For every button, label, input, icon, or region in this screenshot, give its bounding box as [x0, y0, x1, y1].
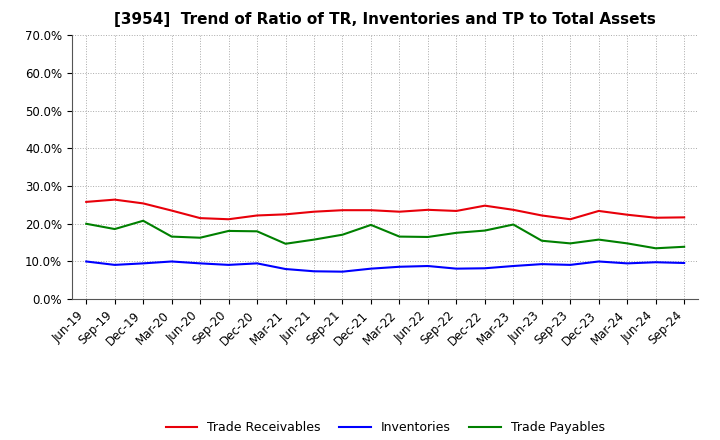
Legend: Trade Receivables, Inventories, Trade Payables: Trade Receivables, Inventories, Trade Pa… [161, 416, 610, 439]
Trade Payables [282, 241, 290, 246]
Trade Payables [566, 241, 575, 246]
Trade Payables [338, 232, 347, 237]
Trade Payables [82, 221, 91, 227]
Trade Receivables [537, 213, 546, 218]
Inventories [680, 260, 688, 266]
Trade Receivables [196, 216, 204, 221]
Line: Trade Payables: Trade Payables [86, 221, 684, 248]
Inventories [167, 259, 176, 264]
Trade Payables [595, 237, 603, 242]
Trade Receivables [595, 208, 603, 213]
Trade Receivables [623, 212, 631, 217]
Trade Receivables [82, 199, 91, 205]
Trade Payables [423, 235, 432, 240]
Inventories [595, 259, 603, 264]
Inventories [253, 261, 261, 266]
Inventories [509, 264, 518, 269]
Trade Receivables [452, 208, 461, 213]
Trade Payables [480, 228, 489, 233]
Trade Payables [310, 237, 318, 242]
Line: Trade Receivables: Trade Receivables [86, 200, 684, 219]
Trade Receivables [566, 216, 575, 222]
Trade Payables [253, 229, 261, 234]
Inventories [652, 260, 660, 265]
Trade Payables [680, 244, 688, 249]
Line: Inventories: Inventories [86, 261, 684, 271]
Trade Payables [452, 230, 461, 235]
Inventories [452, 266, 461, 271]
Trade Payables [366, 222, 375, 227]
Inventories [623, 261, 631, 266]
Trade Receivables [509, 207, 518, 213]
Trade Payables [196, 235, 204, 240]
Trade Receivables [139, 201, 148, 206]
Inventories [366, 266, 375, 271]
Inventories [82, 259, 91, 264]
Trade Receivables [225, 216, 233, 222]
Trade Payables [167, 234, 176, 239]
Inventories [310, 269, 318, 274]
Trade Receivables [395, 209, 404, 214]
Trade Payables [395, 234, 404, 239]
Inventories [196, 261, 204, 266]
Trade Receivables [366, 208, 375, 213]
Trade Payables [139, 218, 148, 224]
Inventories [423, 264, 432, 269]
Inventories [395, 264, 404, 269]
Trade Receivables [167, 208, 176, 213]
Trade Payables [537, 238, 546, 243]
Trade Receivables [652, 215, 660, 220]
Trade Receivables [110, 197, 119, 202]
Trade Receivables [480, 203, 489, 208]
Trade Payables [225, 228, 233, 234]
Trade Receivables [282, 212, 290, 217]
Trade Payables [509, 222, 518, 227]
Inventories [110, 262, 119, 268]
Trade Receivables [338, 208, 347, 213]
Inventories [225, 262, 233, 268]
Inventories [139, 261, 148, 266]
Trade Receivables [423, 207, 432, 213]
Inventories [282, 266, 290, 271]
Inventories [537, 261, 546, 267]
Trade Payables [623, 241, 631, 246]
Trade Payables [652, 246, 660, 251]
Title: [3954]  Trend of Ratio of TR, Inventories and TP to Total Assets: [3954] Trend of Ratio of TR, Inventories… [114, 12, 656, 27]
Trade Receivables [680, 215, 688, 220]
Trade Receivables [310, 209, 318, 214]
Inventories [566, 262, 575, 268]
Trade Receivables [253, 213, 261, 218]
Trade Payables [110, 227, 119, 232]
Inventories [480, 266, 489, 271]
Inventories [338, 269, 347, 274]
